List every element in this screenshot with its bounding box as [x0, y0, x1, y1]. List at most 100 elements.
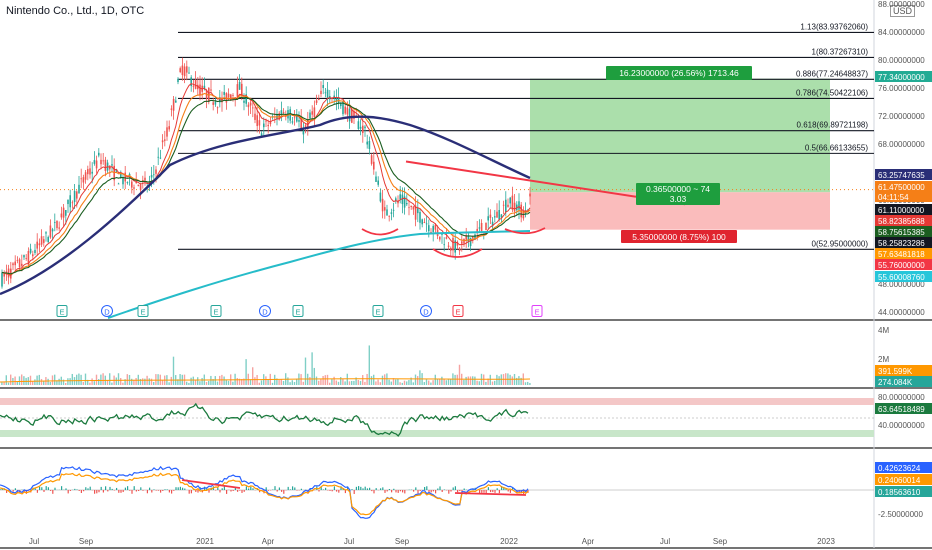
price-axis-label: 44.00000000 — [878, 308, 925, 317]
volume-bar — [223, 376, 225, 385]
candle-body — [139, 185, 142, 191]
macd-histogram-bar — [206, 487, 208, 490]
candle-body — [377, 180, 379, 185]
macd-histogram-bar — [219, 490, 221, 493]
volume-bar — [417, 376, 419, 385]
macd-histogram-bar — [237, 490, 239, 492]
volume-bar — [34, 379, 36, 385]
macd-histogram-bar — [338, 490, 340, 493]
macd-histogram-bar — [417, 490, 419, 494]
volume-bar — [267, 379, 269, 385]
candle-body — [12, 263, 14, 266]
candle-body — [219, 97, 221, 103]
macd-histogram-bar — [483, 490, 485, 493]
candle-body — [80, 178, 82, 180]
volume-bar — [432, 380, 434, 385]
candle-body — [364, 126, 366, 129]
earnings-marker — [531, 305, 543, 317]
volume-bar — [168, 382, 170, 385]
volume-bar — [315, 376, 318, 385]
macd-histogram-bar — [322, 489, 324, 490]
candle-body — [502, 204, 505, 206]
volume-bar — [326, 374, 329, 385]
candle-body — [223, 91, 225, 95]
macd-histogram-bar — [47, 487, 49, 490]
macd-histogram-bar — [503, 488, 505, 490]
fib-level-label: 0.5(66.66133655) — [805, 143, 869, 152]
candle-body — [60, 213, 63, 218]
candle-body — [18, 259, 21, 268]
macd-histogram-bar — [184, 488, 186, 490]
price-tag — [875, 259, 932, 270]
candle-body — [84, 172, 87, 180]
volume-bar — [289, 382, 291, 385]
candle-body — [522, 211, 525, 219]
candle-body — [183, 66, 186, 77]
currency-badge[interactable]: USD — [890, 5, 916, 17]
price-axis-label: 84.00000000 — [878, 28, 925, 37]
time-axis-label: Apr — [262, 537, 275, 546]
volume-bar — [21, 374, 23, 385]
candle-body — [102, 160, 104, 162]
rsi-overbought-band — [0, 398, 874, 405]
candle-body — [144, 177, 146, 181]
macd-histogram-bar — [230, 490, 232, 492]
macd-histogram-bar — [14, 488, 16, 490]
marker-letter: E — [140, 308, 145, 317]
price-tag-text: 63.25747635 — [878, 171, 925, 180]
candle-body — [216, 107, 219, 109]
macd-histogram-bar — [424, 487, 426, 490]
macd-histogram-bar — [245, 486, 247, 490]
macd-histogram-bar — [289, 489, 291, 490]
macd-histogram-bar — [151, 490, 153, 493]
candle-body — [456, 241, 459, 246]
volume-bar — [106, 380, 109, 385]
marker-letter: E — [534, 308, 539, 317]
time-axis-label: Sep — [713, 537, 728, 546]
macd-histogram-bar — [23, 490, 25, 493]
volume-bar — [98, 379, 100, 385]
macd-tag — [875, 474, 932, 485]
rsi-tag-text: 63.64518489 — [878, 405, 925, 414]
macd-tag-text: 0.24060014 — [878, 476, 921, 485]
time-axis-label: 2021 — [196, 537, 214, 546]
volume-bar — [296, 378, 298, 385]
fib-level-label: 0.618(69.89721198) — [797, 121, 869, 130]
volume-bar — [241, 379, 243, 385]
volume-bar — [320, 379, 322, 385]
macd-histogram-bar — [373, 490, 375, 494]
volume-bar — [322, 376, 324, 385]
volume-bar — [82, 382, 84, 385]
macd-histogram-bar — [124, 487, 126, 490]
marker-letter: D — [423, 308, 429, 317]
volume-bar — [227, 380, 230, 385]
volume-bar — [232, 381, 234, 385]
volume-bar — [414, 374, 417, 385]
macd-histogram-bar — [287, 486, 289, 490]
candle-body — [357, 121, 360, 130]
macd-tag-text: 0.18563610 — [878, 488, 921, 497]
macd-histogram-bar — [149, 487, 151, 490]
candle-body — [335, 98, 338, 102]
macd-histogram-bar — [39, 486, 41, 490]
macd-histogram-bar — [111, 488, 113, 490]
price-axis-label: 88.00000000 — [878, 0, 925, 9]
candle-body — [419, 211, 421, 223]
macd-histogram-bar — [399, 490, 401, 492]
candle-body — [155, 169, 157, 174]
price-tag-text: 57.63481818 — [878, 250, 925, 259]
candle-body — [188, 72, 190, 74]
volume-bar — [487, 378, 489, 385]
macd-histogram-bar — [162, 490, 164, 492]
volume-bar — [465, 376, 467, 385]
volume-bar — [287, 377, 289, 385]
candle-body — [16, 259, 19, 261]
macd-histogram-bar — [472, 489, 474, 490]
center-label: 0.36500000 ~ 74 — [646, 184, 710, 194]
candle-body — [153, 174, 155, 176]
macd-histogram-bar — [177, 487, 179, 490]
candle-body — [379, 192, 382, 202]
macd-histogram-bar — [331, 490, 333, 492]
volume-bar — [47, 378, 49, 385]
